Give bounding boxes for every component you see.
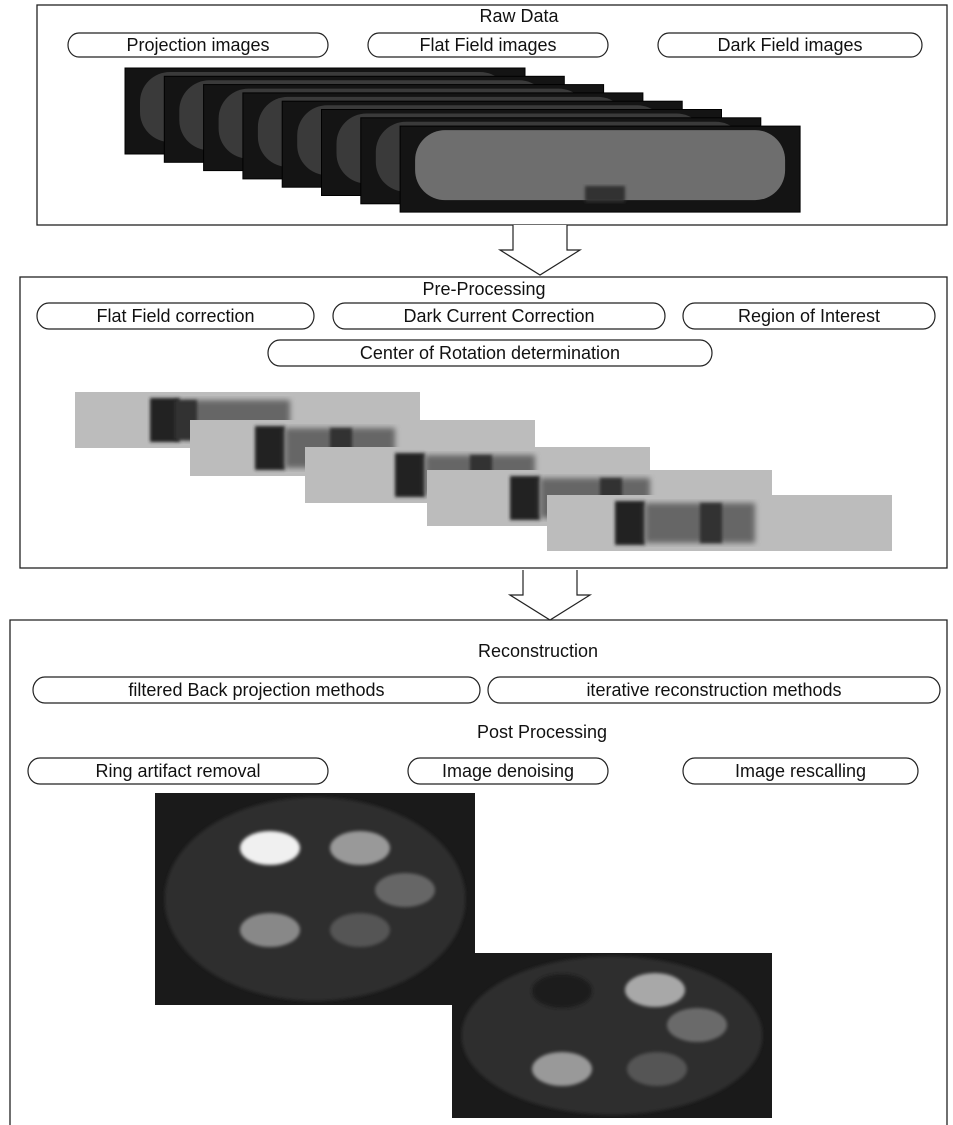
label-text: Dark Field images bbox=[717, 35, 862, 55]
down-arrow bbox=[500, 225, 580, 275]
phantom-spot bbox=[330, 913, 390, 947]
sinogram-band bbox=[395, 453, 425, 497]
phantom-spot bbox=[240, 831, 300, 865]
phantom-spot bbox=[330, 831, 390, 865]
label-text: Image rescalling bbox=[735, 761, 866, 781]
sinogram-band bbox=[700, 503, 722, 543]
section-title: Pre-Processing bbox=[422, 279, 545, 299]
sinogram-band bbox=[255, 426, 285, 470]
section-title: Raw Data bbox=[479, 6, 559, 26]
label-text: Dark Current Correction bbox=[403, 306, 594, 326]
label-text: iterative reconstruction methods bbox=[586, 680, 841, 700]
phantom-spot bbox=[532, 1052, 592, 1086]
sinogram-band bbox=[615, 501, 645, 545]
phantom-spot bbox=[375, 873, 435, 907]
projection-detail bbox=[585, 186, 625, 202]
sinogram-band bbox=[510, 476, 540, 520]
label-text: Region of Interest bbox=[738, 306, 880, 326]
label-text: Flat Field correction bbox=[96, 306, 254, 326]
flow-diagram: Raw Data Projection images Flat Field imag… bbox=[0, 0, 953, 1125]
label-text: filtered Back projection methods bbox=[128, 680, 384, 700]
label-text: Center of Rotation determination bbox=[360, 343, 620, 363]
phantom-spot bbox=[240, 913, 300, 947]
label-text: Ring artifact removal bbox=[95, 761, 260, 781]
label-text: Flat Field images bbox=[419, 35, 556, 55]
label-text: Projection images bbox=[126, 35, 269, 55]
section-title: Post Processing bbox=[477, 722, 607, 742]
phantom-spot bbox=[627, 1052, 687, 1086]
down-arrow bbox=[510, 570, 590, 620]
phantom-spot bbox=[532, 974, 592, 1008]
label-text: Image denoising bbox=[442, 761, 574, 781]
phantom-spot bbox=[667, 1008, 727, 1042]
phantom-spot bbox=[625, 973, 685, 1007]
section-title: Reconstruction bbox=[478, 641, 598, 661]
